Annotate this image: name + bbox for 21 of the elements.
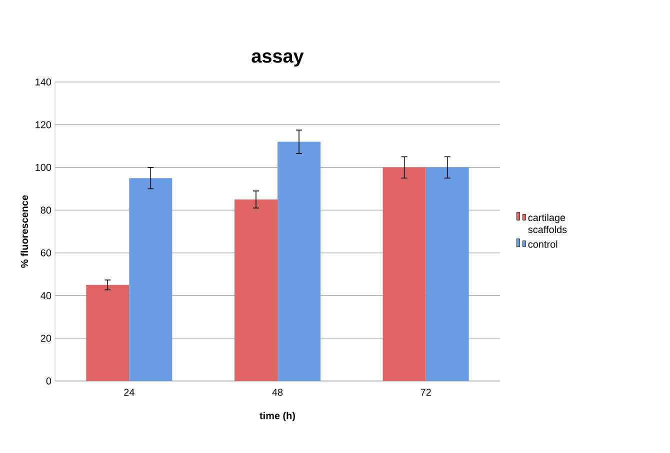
y-tick-label: 80 <box>40 206 52 214</box>
legend-label: control <box>528 240 558 248</box>
y-tick-label: 20 <box>40 334 52 342</box>
y-tick-label: 120 <box>36 121 52 128</box>
y-tick-label: 0 <box>46 377 52 385</box>
bar <box>382 167 426 381</box>
x-axis-title: time (h) <box>260 412 295 422</box>
bar <box>426 167 469 381</box>
y-tick-label: 100 <box>36 164 52 171</box>
y-tick-label: 40 <box>40 292 52 300</box>
bar <box>278 142 321 381</box>
y-axis-title: % fluorescence <box>20 195 28 268</box>
y-tick-label: 60 <box>40 249 52 256</box>
x-tick-label: 48 <box>272 388 283 396</box>
bar <box>129 178 172 381</box>
x-tick-label: 24 <box>124 388 134 396</box>
bar <box>234 199 278 381</box>
y-tick-label: 140 <box>36 78 52 86</box>
bar <box>86 284 130 381</box>
chart-title: assay <box>252 52 304 67</box>
x-tick-label: 72 <box>420 388 431 396</box>
